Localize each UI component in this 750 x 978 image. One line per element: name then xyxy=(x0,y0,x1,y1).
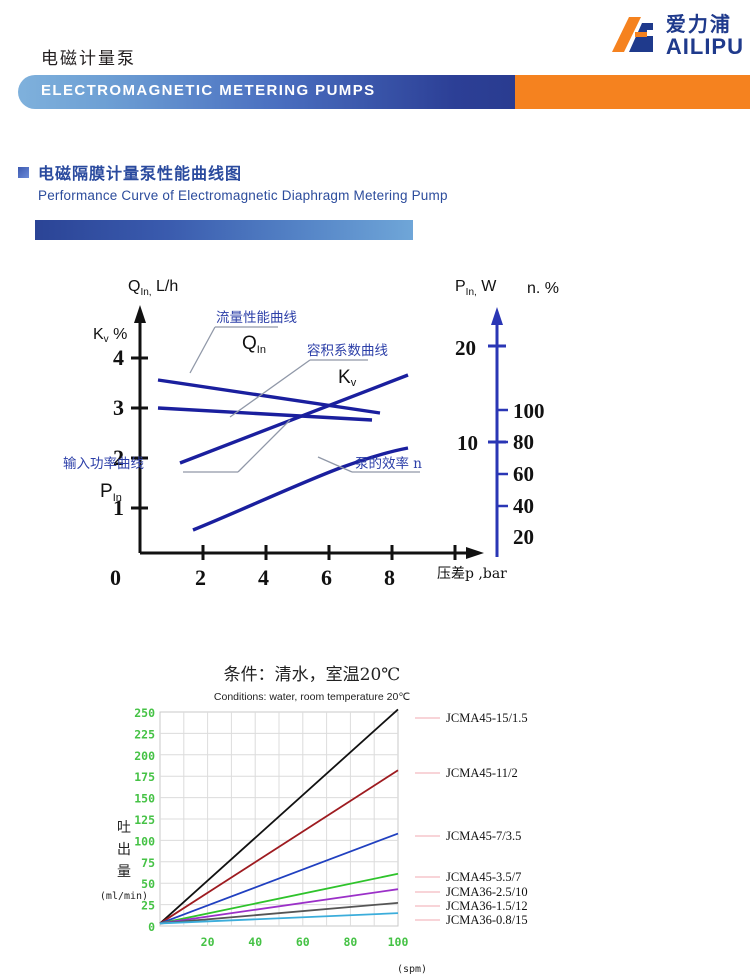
product-title-cn: 电磁计量泵 xyxy=(41,49,136,69)
legend-label-0: JCMA45-15/1.5 xyxy=(446,711,528,725)
y2-tick-75: 75 xyxy=(141,856,155,870)
axis-label-p-in: PIn, W xyxy=(455,278,497,298)
y2-tick-150: 150 xyxy=(134,792,155,806)
y2-tick-250: 250 xyxy=(134,706,155,720)
x-tick-6: 6 xyxy=(321,565,332,590)
right-tick-20: 20 xyxy=(455,336,476,360)
y2-tick-25: 25 xyxy=(141,899,155,913)
x-tick-4: 4 xyxy=(258,565,269,590)
x-tick-8: 8 xyxy=(384,565,395,590)
y-tick-2: 2 xyxy=(113,445,124,470)
grid-vertical xyxy=(183,712,375,926)
n-tick-80: 80 xyxy=(513,430,534,454)
series-line-0 xyxy=(159,708,399,925)
curve-q-in xyxy=(157,378,381,415)
series-line-3 xyxy=(159,872,399,925)
x-tick-0: 0 xyxy=(110,565,121,590)
legend-label-3: JCMA45-3.5/7 xyxy=(446,870,521,884)
y2-axis-caption: 吐 出 量 xyxy=(117,820,131,880)
series-line-6 xyxy=(159,912,399,925)
y2-axis-unit: (ml/min) xyxy=(100,891,148,902)
legend-label-5: JCMA36-1.5/12 xyxy=(446,899,528,913)
n-tick-100: 100 xyxy=(513,399,545,423)
y-tick-1: 1 xyxy=(113,495,124,520)
legend-labels: JCMA45-15/1.5 JCMA45-11/2 JCMA45-7/3.5 J… xyxy=(446,711,528,927)
legend-label-2: JCMA45-7/3.5 xyxy=(446,829,521,843)
y2-tick-125: 125 xyxy=(134,813,155,827)
section-gradient-bar xyxy=(35,220,413,240)
y2-tick-200: 200 xyxy=(134,749,155,763)
annotation-symbol-pin: PIn xyxy=(100,481,122,504)
section-title-cn: 电磁隔膜计量泵性能曲线图 xyxy=(38,164,243,183)
x2-tick-20: 20 xyxy=(201,935,215,949)
chart2-title-en: Conditions: water, room temperature 20℃ xyxy=(214,691,410,703)
chart2-title-cn: 条件：清水，室温20℃ xyxy=(224,665,401,685)
y-tick-3: 3 xyxy=(113,395,124,420)
series-line-4 xyxy=(159,888,399,925)
y2-tick-0: 0 xyxy=(148,920,155,934)
x2-tick-80: 80 xyxy=(343,935,357,949)
y2-tick-175: 175 xyxy=(134,770,155,784)
n-tick-60: 60 xyxy=(513,462,534,486)
series-line-5 xyxy=(159,901,399,925)
annotation-efficiency: 泵的效率 n xyxy=(355,455,422,472)
y2-tick-225: 225 xyxy=(134,727,155,741)
n-tick-40: 40 xyxy=(513,494,534,518)
y2-tick-50: 50 xyxy=(141,877,155,891)
ailipu-logo-icon xyxy=(611,17,653,52)
legend-label-4: JCMA36-2.5/10 xyxy=(446,885,528,899)
annotation-flow-curve: 流量性能曲线 xyxy=(216,310,297,326)
brand-logo: 爱力浦 AILIPU xyxy=(609,14,744,58)
page-header: 爱力浦 AILIPU 电磁计量泵 ELECTROMAGNETIC METERIN… xyxy=(0,0,750,112)
legend-label-1: JCMA45-11/2 xyxy=(446,766,518,780)
banner-orange-block xyxy=(470,75,750,109)
discharge-capacity-chart: 条件：清水，室温20℃ Conditions: water, room temp… xyxy=(0,655,750,978)
svg-text:量: 量 xyxy=(117,864,131,880)
n-tick-20: 20 xyxy=(513,525,534,549)
logo-english: AILIPU xyxy=(665,34,744,59)
section-bullet-icon xyxy=(18,167,29,178)
svg-text:吐: 吐 xyxy=(117,820,131,836)
legend-leader-lines xyxy=(415,717,440,921)
x-tick-2: 2 xyxy=(195,565,206,590)
header-banner xyxy=(0,75,750,109)
section-title-en: Performance Curve of Electromagnetic Dia… xyxy=(38,188,448,203)
x2-tick-100: 100 xyxy=(388,935,409,949)
series-line-1 xyxy=(159,769,399,925)
right-tick-10: 10 xyxy=(457,431,478,455)
curve-efficiency xyxy=(192,446,409,532)
banner-blue-block xyxy=(18,75,515,109)
x2-tick-60: 60 xyxy=(296,935,310,949)
svg-text:出: 出 xyxy=(117,842,131,858)
y-tick-4: 4 xyxy=(113,345,124,370)
banner-title: ELECTROMAGNETIC METERING PUMPS xyxy=(41,82,376,99)
x-axis-title: 压差p ,bar xyxy=(437,566,507,582)
x2-axis-unit: (spm) xyxy=(397,964,427,975)
legend-label-6: JCMA36-0.8/15 xyxy=(446,913,528,927)
axis-label-n-percent: n. % xyxy=(527,280,559,297)
annotation-symbol-q: QIn xyxy=(242,333,266,356)
annotation-power-curve: 输入功率曲线 xyxy=(63,455,144,472)
annotation-symbol-kv: Kv xyxy=(338,367,357,389)
axis-label-kv: Kv % xyxy=(93,326,127,345)
y2-tick-100: 100 xyxy=(134,834,155,848)
logo-text: 爱力浦 AILIPU xyxy=(666,14,744,58)
curve-kv xyxy=(157,406,373,422)
curve-p-in xyxy=(179,373,409,465)
performance-curve-chart: QIn, L/h Kv % PIn, W n. % 4 3 2 1 0 2 4 … xyxy=(0,265,750,590)
annotation-volumetric-curve: 容积系数曲线 xyxy=(307,342,388,359)
axis-label-q-in: QIn, L/h xyxy=(128,278,178,298)
series-line-2 xyxy=(159,832,399,925)
logo-chinese: 爱力浦 xyxy=(665,12,732,36)
x2-tick-40: 40 xyxy=(248,935,262,949)
